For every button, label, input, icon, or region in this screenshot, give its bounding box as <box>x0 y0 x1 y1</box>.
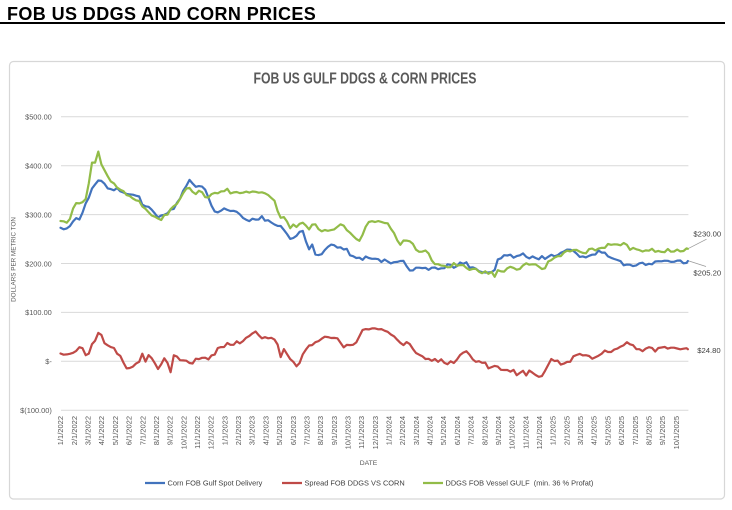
svg-text:Corn FOB Gulf Spot Delivery: Corn FOB Gulf Spot Delivery <box>168 479 263 488</box>
svg-text:4/1/2023: 4/1/2023 <box>261 416 270 445</box>
svg-text:12/1/2024: 12/1/2024 <box>535 416 544 449</box>
svg-text:1/1/2025: 1/1/2025 <box>549 416 558 445</box>
svg-text:$205.20: $205.20 <box>693 269 721 278</box>
svg-text:9/1/2022: 9/1/2022 <box>166 416 175 445</box>
svg-text:$100.00: $100.00 <box>25 308 52 317</box>
svg-text:$500.00: $500.00 <box>25 113 52 122</box>
svg-text:10/1/2024: 10/1/2024 <box>508 416 517 449</box>
svg-text:6/1/2022: 6/1/2022 <box>125 416 134 445</box>
svg-text:5/1/2024: 5/1/2024 <box>439 416 448 445</box>
svg-text:11/1/2022: 11/1/2022 <box>193 416 202 449</box>
svg-text:FOB US GULF DDGS & CORN PRICES: FOB US GULF DDGS & CORN PRICES <box>254 70 477 87</box>
svg-text:5/1/2023: 5/1/2023 <box>275 416 284 445</box>
svg-text:DOLLARS PER METRIC TON: DOLLARS PER METRIC TON <box>10 217 17 302</box>
svg-text:9/1/2024: 9/1/2024 <box>494 416 503 445</box>
svg-text:8/1/2025: 8/1/2025 <box>644 416 653 445</box>
svg-text:12/1/2022: 12/1/2022 <box>207 416 216 449</box>
svg-text:10/1/2023: 10/1/2023 <box>343 416 352 449</box>
svg-text:2/1/2024: 2/1/2024 <box>398 416 407 445</box>
svg-text:9/1/2023: 9/1/2023 <box>330 416 339 445</box>
svg-text:2/1/2022: 2/1/2022 <box>70 416 79 445</box>
svg-text:$300.00: $300.00 <box>25 210 52 219</box>
svg-text:9/1/2025: 9/1/2025 <box>658 416 667 445</box>
svg-text:3/1/2023: 3/1/2023 <box>248 416 257 445</box>
svg-text:2/1/2025: 2/1/2025 <box>562 416 571 445</box>
svg-text:8/1/2024: 8/1/2024 <box>480 416 489 445</box>
svg-text:DATE: DATE <box>360 460 378 467</box>
svg-text:$(100.00): $(100.00) <box>20 406 52 415</box>
svg-text:$24.80: $24.80 <box>697 346 721 355</box>
svg-text:4/1/2025: 4/1/2025 <box>590 416 599 445</box>
svg-text:1/1/2023: 1/1/2023 <box>220 416 229 445</box>
svg-text:4/1/2024: 4/1/2024 <box>426 416 435 445</box>
svg-text:8/1/2022: 8/1/2022 <box>152 416 161 445</box>
svg-text:11/1/2023: 11/1/2023 <box>357 416 366 449</box>
svg-text:1/1/2022: 1/1/2022 <box>56 416 65 445</box>
svg-text:7/1/2022: 7/1/2022 <box>138 416 147 445</box>
svg-text:3/1/2024: 3/1/2024 <box>412 416 421 445</box>
svg-text:$-: $- <box>45 357 52 366</box>
svg-text:10/1/2025: 10/1/2025 <box>672 416 681 449</box>
svg-text:7/1/2025: 7/1/2025 <box>631 416 640 445</box>
svg-text:3/1/2025: 3/1/2025 <box>576 416 585 445</box>
svg-text:5/1/2025: 5/1/2025 <box>603 416 612 445</box>
svg-text:8/1/2023: 8/1/2023 <box>316 416 325 445</box>
svg-text:$200.00: $200.00 <box>25 259 52 268</box>
svg-text:7/1/2023: 7/1/2023 <box>302 416 311 445</box>
svg-text:6/1/2023: 6/1/2023 <box>289 416 298 445</box>
svg-text:4/1/2022: 4/1/2022 <box>97 416 106 445</box>
svg-text:10/1/2022: 10/1/2022 <box>179 416 188 449</box>
svg-text:2/1/2023: 2/1/2023 <box>234 416 243 445</box>
svg-text:6/1/2025: 6/1/2025 <box>617 416 626 445</box>
svg-text:11/1/2024: 11/1/2024 <box>521 416 530 449</box>
svg-text:3/1/2022: 3/1/2022 <box>84 416 93 445</box>
svg-text:1/1/2024: 1/1/2024 <box>385 416 394 445</box>
svg-text:5/1/2022: 5/1/2022 <box>111 416 120 445</box>
svg-text:6/1/2024: 6/1/2024 <box>453 416 462 445</box>
svg-text:$230.00: $230.00 <box>693 229 721 238</box>
svg-text:$400.00: $400.00 <box>25 162 52 171</box>
svg-text:DDGS FOB Vessel GULF (min. 36: DDGS FOB Vessel GULF (min. 36 % Profat) <box>446 479 594 488</box>
svg-text:Spread FOB DDGS VS CORN: Spread FOB DDGS VS CORN <box>305 479 405 488</box>
svg-text:7/1/2024: 7/1/2024 <box>467 416 476 445</box>
svg-text:12/1/2023: 12/1/2023 <box>371 416 380 449</box>
